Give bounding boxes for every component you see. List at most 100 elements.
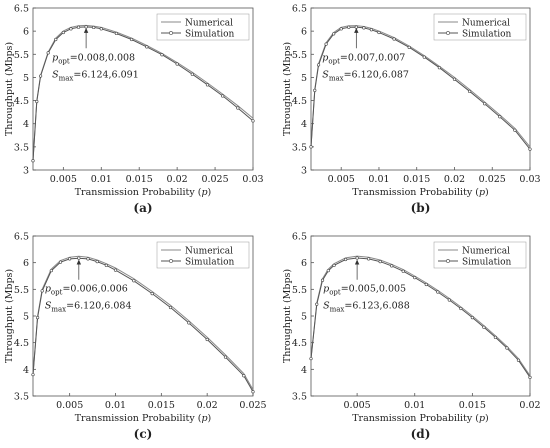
data-point-simulation — [422, 55, 426, 59]
data-point-simulation — [150, 292, 154, 296]
data-point-simulation — [320, 278, 325, 282]
y-tick-label: 4.5 — [292, 338, 307, 349]
annotation-arrowhead — [354, 27, 359, 33]
legend-box — [156, 13, 250, 41]
legend-label-simulation: Simulation — [462, 30, 512, 40]
data-point-simulation — [242, 374, 246, 378]
y-tick-label: 5.5 — [14, 50, 29, 61]
x-tick-label: 0.005 — [50, 174, 77, 185]
y-tick-label: 6.5 — [292, 232, 307, 243]
data-point-simulation — [251, 119, 255, 123]
data-point-simulation — [326, 269, 330, 273]
data-point-simulation — [347, 25, 351, 29]
data-point-simulation — [362, 26, 366, 30]
series-line-numerical — [32, 255, 254, 390]
legend-marker — [446, 259, 450, 263]
y-tick-label: 4.5 — [14, 338, 29, 349]
plot-frame — [32, 7, 254, 171]
data-point-simulation — [68, 257, 72, 261]
data-point-simulation — [31, 159, 35, 163]
data-point-simulation — [482, 325, 486, 329]
y-tick-label: 6.5 — [14, 232, 29, 243]
data-point-simulation — [528, 375, 532, 379]
y-tick-label: 5.5 — [14, 285, 29, 296]
data-point-simulation — [315, 302, 319, 306]
data-point-simulation — [190, 72, 194, 76]
legend-label-numerical: Numerical — [185, 247, 233, 257]
legend-box — [156, 241, 250, 269]
x-tick-label: 0.02 — [519, 400, 540, 411]
annotation-arrowhead — [83, 27, 89, 33]
x-tick-label: 0.025 — [201, 174, 228, 185]
legend-marker — [446, 31, 450, 35]
panel-label: (c) — [134, 427, 153, 441]
y-tick-label: 5 — [301, 73, 307, 84]
data-point-simulation — [221, 94, 225, 98]
data-point-simulation — [35, 99, 39, 104]
data-point-simulation — [95, 260, 99, 264]
chart-panel-1: 3 3.5 4 4.5 5 5.5 6 6.5 0.005 0.01 0.015 0.02 0.025 0… — [4, 4, 264, 216]
legend-label-numerical: Numerical — [462, 247, 510, 257]
data-point-simulation — [99, 27, 103, 31]
data-point-simulation — [369, 28, 374, 32]
data-point-simulation — [390, 264, 394, 268]
data-point-simulation — [113, 268, 118, 272]
y-tick-label: 6.5 — [14, 4, 29, 15]
chart-panel-3: 3.5 4 4.5 5 5.5 6 6.5 0.005 0.01 0.015 0.02 0.025 Tr… — [4, 232, 267, 442]
legend-marker — [169, 31, 173, 35]
panel-label: (d) — [411, 427, 431, 441]
data-point-simulation — [84, 25, 88, 29]
data-point-simulation — [316, 63, 321, 67]
data-point-simulation — [187, 321, 191, 325]
data-point-simulation — [35, 316, 40, 320]
x-tick-label: 0.015 — [148, 400, 175, 411]
panel-label: (a) — [133, 201, 152, 215]
chart-panel-2: 3 3.5 4 4.5 5 5.5 6 6.5 0.005 0.01 0.015 0.02 0.025 0… — [282, 4, 541, 216]
data-point-simulation — [313, 88, 317, 92]
y-tick-label: 3 — [301, 166, 307, 177]
y-tick-label: 5 — [301, 312, 307, 323]
data-point-simulation — [38, 74, 43, 78]
legend-box — [433, 13, 527, 41]
data-point-simulation — [223, 355, 228, 359]
y-axis-label: Throughput (Mbps) — [282, 42, 293, 136]
panels-container: 33.544.555.566.50.005 0.01 0.015 0.02 0.025 0… — [4, 4, 541, 442]
x-axis-label: Transmission Probability (p) — [352, 187, 489, 198]
data-point-simulation — [498, 115, 502, 119]
data-point-simulation — [339, 27, 343, 31]
annotation-p-opt: popt=0.008,0.008 — [52, 52, 135, 65]
annotation-s-max: Smax=6.124,6.091 — [52, 69, 139, 82]
data-point-simulation — [77, 256, 81, 260]
x-tick-label: 0.005 — [344, 400, 371, 411]
x-tick-label: 0.015 — [459, 400, 486, 411]
y-axis-label: Throughput (Mbps) — [282, 269, 293, 363]
x-tick-label: 0.015 — [403, 174, 430, 185]
x-tick-label: 0.02 — [197, 400, 218, 411]
series-line-simulation — [32, 257, 254, 392]
data-point-simulation — [332, 32, 336, 36]
y-tick-label: 5 — [23, 73, 29, 84]
data-point-simulation — [355, 256, 359, 260]
y-tick-label: 4 — [23, 365, 29, 376]
series-line-numerical — [310, 255, 531, 376]
y-tick-label: 6 — [23, 27, 29, 38]
data-point-simulation — [483, 102, 487, 106]
data-point-simulation — [413, 276, 417, 280]
data-point-simulation — [168, 305, 173, 310]
data-point-simulation — [401, 269, 405, 273]
y-axis-label: Throughput (Mbps) — [4, 42, 15, 136]
data-point-simulation — [160, 53, 164, 57]
data-point-simulation — [459, 306, 463, 311]
data-point-simulation — [205, 337, 209, 342]
data-point-simulation — [452, 77, 457, 81]
data-point-simulation — [407, 45, 411, 49]
y-tick-label: 3.5 — [14, 142, 29, 153]
y-tick-label: 5 — [23, 312, 29, 323]
data-point-simulation — [205, 83, 210, 87]
data-point-simulation — [447, 298, 451, 302]
data-point-simulation — [58, 260, 63, 264]
data-point-simulation — [31, 373, 35, 377]
data-point-simulation — [505, 346, 509, 350]
y-tick-label: 6 — [23, 258, 29, 269]
data-point-simulation — [424, 282, 428, 287]
